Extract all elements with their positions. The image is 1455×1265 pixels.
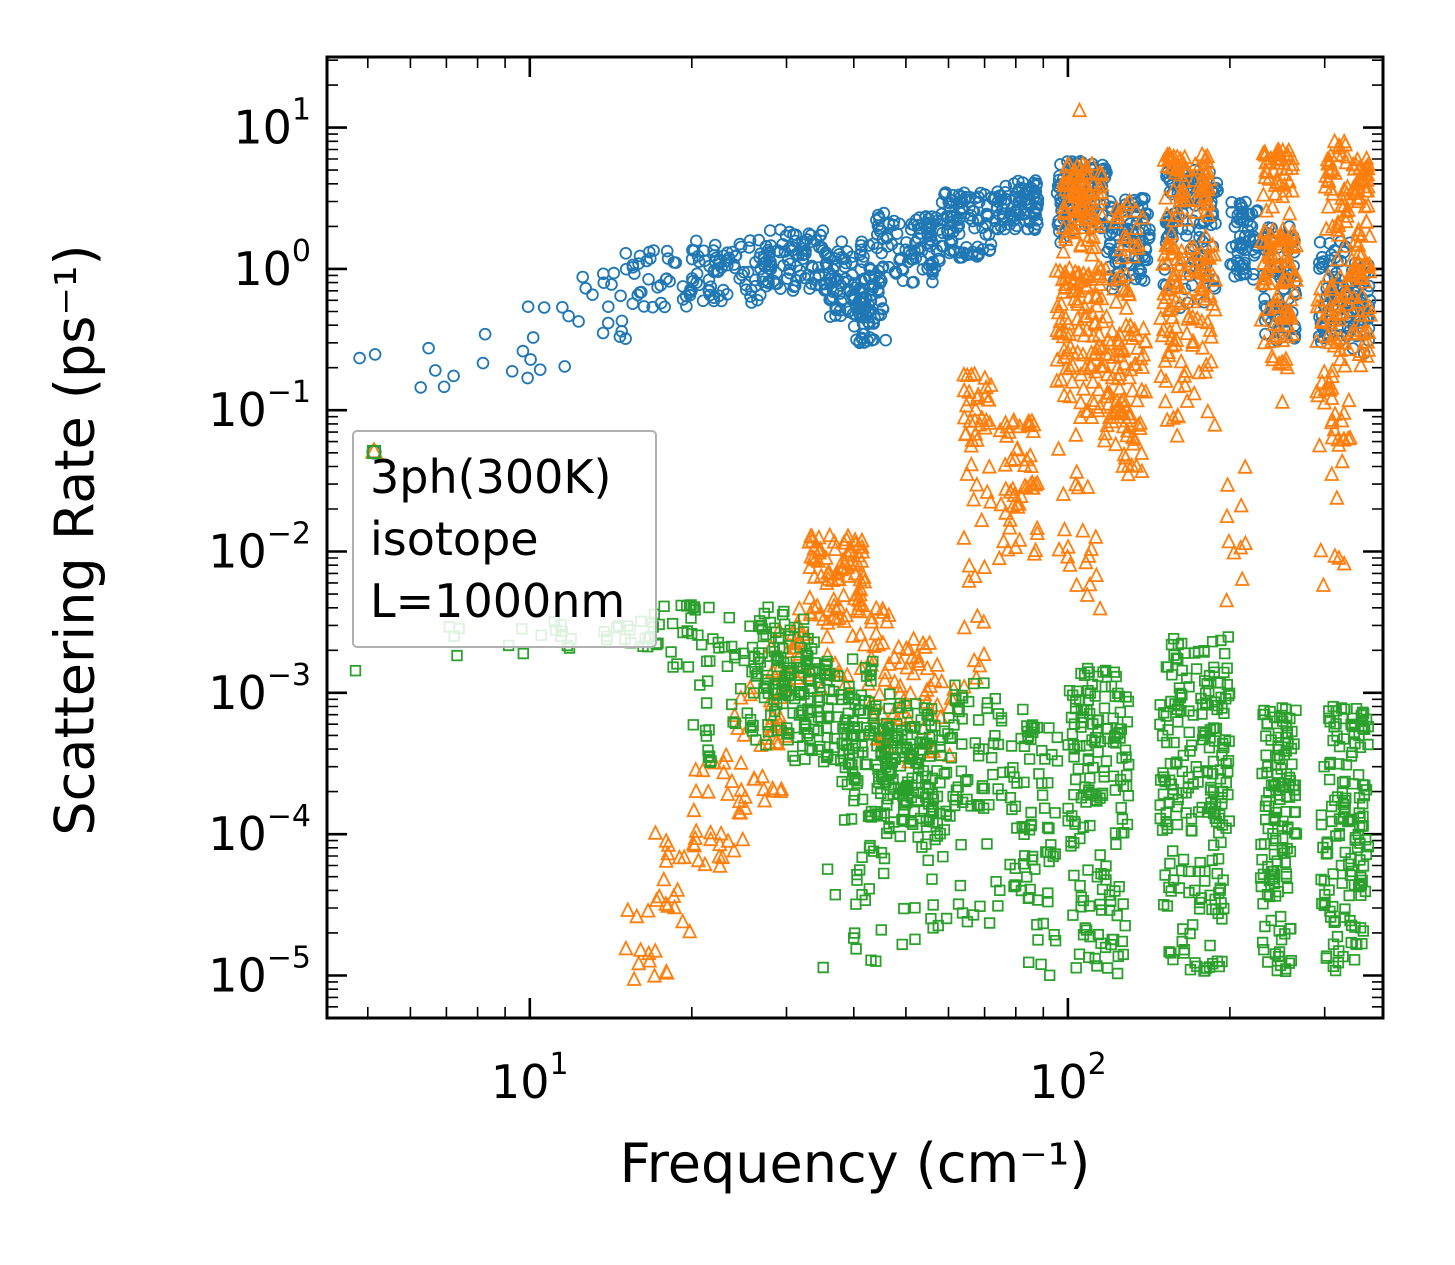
y-tick-label: 10−3 xyxy=(208,658,311,720)
legend-marker-square-icon xyxy=(366,444,382,460)
series-l-1000nm-points xyxy=(349,599,1375,981)
x-tick-label: 101 xyxy=(491,1047,569,1109)
major-ticks xyxy=(327,57,1383,1018)
series-isotope-points xyxy=(618,101,1379,986)
legend: 3ph(300K) isotope L=1000nm xyxy=(352,430,658,648)
legend-label: 3ph(300K) xyxy=(370,450,612,504)
minor-ticks xyxy=(327,57,1383,1018)
legend-label: isotope xyxy=(370,512,539,566)
y-tick-label: 10−5 xyxy=(208,940,311,1002)
plot-border xyxy=(325,55,1385,1020)
y-tick-label: 10−2 xyxy=(208,517,311,579)
y-tick-label: 100 xyxy=(233,234,311,296)
legend-label: L=1000nm xyxy=(370,574,626,628)
legend-item-3ph-300k: 3ph(300K) xyxy=(366,444,625,508)
x-axis-label: Frequency (cm⁻¹) xyxy=(619,1132,1091,1195)
legend-item-isotope: isotope xyxy=(364,441,625,570)
y-tick-label: 10−4 xyxy=(208,799,311,861)
series-3ph-300k-points xyxy=(353,155,1377,394)
y-axis-label: Scattering Rate (ps⁻¹) xyxy=(43,244,107,836)
y-tick-label: 10−1 xyxy=(208,375,311,437)
y-tick-label: 101 xyxy=(233,93,311,155)
x-tick-label: 102 xyxy=(1029,1047,1107,1109)
legend-item-l-1000nm: L=1000nm xyxy=(366,444,626,632)
